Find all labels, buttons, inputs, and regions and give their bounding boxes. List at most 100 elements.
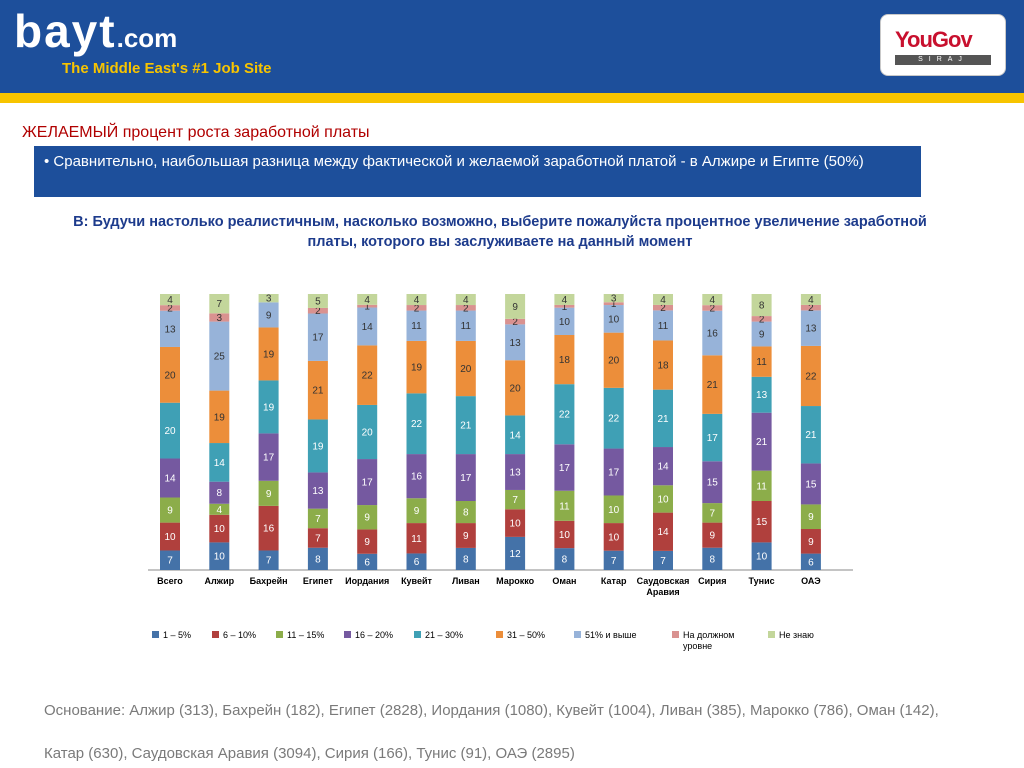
bar-segment xyxy=(554,520,575,549)
data-label: 8 xyxy=(463,554,469,565)
data-label: 2 xyxy=(660,303,666,314)
bar-segment xyxy=(653,447,673,486)
yougov-logo: YouGov SIRAJ xyxy=(880,14,1006,76)
data-label: 20 xyxy=(362,428,374,439)
data-label: 17 xyxy=(263,453,275,464)
data-label: 9 xyxy=(167,506,173,517)
data-label: 9 xyxy=(266,489,272,500)
legend-swatch xyxy=(152,631,159,638)
data-label: 7 xyxy=(266,556,272,567)
data-label: 14 xyxy=(657,462,669,473)
footnote-base-1: Основание: Алжир (313), Бахрейн (182), Е… xyxy=(44,702,939,719)
bar-segment xyxy=(702,461,723,504)
legend-label: На должном уровне xyxy=(683,630,735,651)
tagline: The Middle East's #1 Job Site xyxy=(62,60,272,77)
category-label: Иордания xyxy=(345,576,389,586)
data-label: 10 xyxy=(559,530,571,541)
legend-label: 21 – 30% xyxy=(425,630,463,640)
bar-segment xyxy=(455,305,476,311)
bar-segment xyxy=(800,406,821,464)
bar-segment xyxy=(160,402,180,459)
bar-segment xyxy=(160,310,180,347)
legend-label: 16 – 20% xyxy=(355,630,393,640)
legend-swatch xyxy=(344,631,351,638)
data-label: 10 xyxy=(608,505,620,516)
bar-segment xyxy=(406,498,427,524)
bar-segment xyxy=(653,389,673,448)
data-label: 20 xyxy=(510,383,522,394)
data-label: 1 xyxy=(611,299,617,310)
data-label: 14 xyxy=(214,458,226,469)
data-label: 19 xyxy=(411,363,423,374)
bar-segment xyxy=(209,514,230,543)
data-label: 17 xyxy=(460,473,472,484)
data-label: 11 xyxy=(559,501,570,512)
bar-segment xyxy=(455,294,476,306)
data-label: 8 xyxy=(217,488,223,499)
bar-segment xyxy=(702,305,723,311)
bar-segment xyxy=(406,553,427,570)
data-label: 17 xyxy=(312,333,324,344)
data-label: 13 xyxy=(756,390,768,401)
data-label: 2 xyxy=(512,317,518,328)
bar-segment xyxy=(653,512,673,551)
bar-segment xyxy=(800,463,821,505)
bar-segment xyxy=(406,305,427,311)
bar-segment xyxy=(307,508,328,529)
data-label: 2 xyxy=(759,314,765,325)
category-label: Саудовская xyxy=(637,576,690,586)
bar-segment xyxy=(209,313,230,322)
data-label: 14 xyxy=(164,474,176,485)
slide-title-bold: ЖЕЛАЕМЫЙ xyxy=(22,124,119,141)
bar-segment xyxy=(554,490,575,521)
bar-segment xyxy=(455,547,476,570)
data-label: 21 xyxy=(805,430,817,441)
data-label: 7 xyxy=(660,556,666,567)
bar-segment xyxy=(160,305,180,311)
bar-segment xyxy=(209,294,230,314)
data-label: 10 xyxy=(214,552,226,563)
bar-segment xyxy=(702,413,723,462)
bar-segment xyxy=(751,316,772,322)
data-label: 2 xyxy=(315,306,321,317)
legend-swatch xyxy=(212,631,219,638)
data-label: 4 xyxy=(808,295,814,306)
data-label: 14 xyxy=(657,527,669,538)
data-label: 21 xyxy=(312,386,324,397)
bar-segment xyxy=(603,294,624,303)
data-label: 17 xyxy=(362,478,374,489)
data-label: 13 xyxy=(510,468,522,479)
data-label: 8 xyxy=(710,554,716,565)
data-label: 5 xyxy=(315,296,321,307)
bar-segment xyxy=(505,324,526,361)
data-label: 7 xyxy=(512,495,518,506)
legend-label: 31 – 50% xyxy=(507,630,545,640)
bar-segment xyxy=(455,454,476,501)
data-label: 3 xyxy=(217,313,223,324)
data-label: 22 xyxy=(411,419,423,430)
bar-segment xyxy=(406,340,427,394)
data-label: 4 xyxy=(463,295,469,306)
data-label: 7 xyxy=(710,508,716,519)
category-label: ОАЭ xyxy=(801,576,821,586)
bar-segment xyxy=(406,393,427,455)
bar-segment xyxy=(455,523,476,548)
data-label: 9 xyxy=(364,513,370,524)
category-label: Всего xyxy=(157,576,183,586)
bar-segment xyxy=(258,327,279,381)
bar-segment xyxy=(653,304,673,311)
data-label: 13 xyxy=(805,324,817,335)
header-stripe xyxy=(0,93,1024,103)
data-label: 11 xyxy=(756,481,767,492)
legend-swatch xyxy=(496,631,503,638)
data-label: 4 xyxy=(710,295,716,306)
data-label: 9 xyxy=(463,531,469,542)
data-label: 25 xyxy=(214,352,226,363)
data-label: 14 xyxy=(510,430,522,441)
data-label: 17 xyxy=(707,433,719,444)
bar-segment xyxy=(702,294,723,306)
legend-swatch xyxy=(414,631,421,638)
data-label: 19 xyxy=(214,412,226,423)
data-label: 4 xyxy=(217,505,223,516)
bar-segment xyxy=(357,345,378,405)
